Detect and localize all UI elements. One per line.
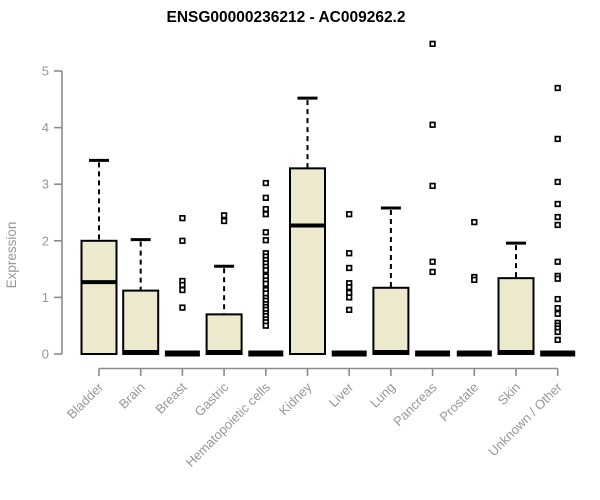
outlier-liver: [346, 284, 353, 291]
box-kidney: [289, 167, 326, 355]
outlier-pancreas: [429, 258, 436, 265]
outlier-unknown-other: [554, 328, 561, 336]
outlier-pancreas: [429, 40, 436, 47]
outlier-gastric: [220, 212, 228, 219]
outlier-breast: [179, 281, 186, 289]
box-collapsed-breast: [164, 350, 200, 357]
outlier-breast: [179, 304, 186, 311]
box-brain: [122, 289, 160, 355]
outlier-pancreas: [429, 182, 436, 190]
outlier-breast: [179, 215, 186, 222]
outlier-breast: [179, 237, 186, 244]
outlier-prostate: [471, 218, 478, 226]
y-tick-label: 0: [42, 347, 49, 362]
outlier-liver: [346, 211, 353, 218]
outlier-unknown-other: [554, 310, 561, 317]
outlier-unknown-other: [554, 213, 561, 221]
outlier-unknown-other: [554, 336, 561, 343]
box-skin: [497, 277, 535, 356]
outlier-liver: [346, 264, 353, 272]
outlier-hematopoietic-cells: [262, 237, 269, 244]
x-tick-label: Unknown / Other: [485, 379, 565, 459]
outlier-hematopoietic-cells: [262, 194, 269, 201]
box-collapsed-prostate: [456, 350, 492, 357]
y-tick-label: 2: [42, 233, 49, 248]
chart-title: ENSG00000236212 - AC009262.2: [167, 9, 406, 26]
box-collapsed-unknown-other: [540, 350, 576, 357]
outlier-hematopoietic-cells: [262, 205, 269, 213]
x-tick-label: Brain: [116, 380, 148, 412]
outlier-liver: [346, 306, 353, 314]
x-tick-label: Liver: [326, 379, 357, 410]
outlier-hematopoietic-cells: [262, 179, 269, 187]
outlier-breast: [179, 286, 186, 294]
outlier-liver: [346, 294, 353, 301]
x-tick-label: Prostate: [437, 380, 482, 425]
outlier-unknown-other: [554, 84, 561, 92]
x-tick-label: Bladder: [64, 379, 107, 422]
outlier-unknown-other: [554, 305, 561, 312]
outlier-hematopoietic-cells: [262, 211, 269, 218]
outlier-unknown-other: [554, 178, 561, 186]
outlier-unknown-other: [554, 135, 561, 143]
box-collapsed-liver: [331, 350, 367, 357]
box-bladder: [80, 239, 118, 355]
outlier-hematopoietic-cells: [262, 322, 269, 329]
box-lung: [372, 286, 410, 356]
x-tick-label: Breast: [152, 379, 189, 416]
x-tick-label: Gastric: [192, 379, 232, 419]
y-tick-label: 3: [42, 177, 49, 192]
x-tick-label: Kidney: [276, 379, 315, 418]
y-tick-label: 1: [42, 290, 49, 305]
outlier-pancreas: [429, 268, 436, 276]
outlier-unknown-other: [554, 275, 561, 282]
outlier-prostate: [471, 276, 478, 284]
x-tick-label: Pancreas: [390, 379, 440, 429]
outlier-hematopoietic-cells: [262, 280, 269, 287]
y-tick-label: 4: [42, 120, 49, 135]
outlier-hematopoietic-cells: [262, 229, 269, 236]
outlier-unknown-other: [554, 295, 561, 303]
y-axis-title: Expression: [4, 222, 19, 289]
outlier-unknown-other: [554, 200, 561, 208]
outlier-gastric: [220, 217, 228, 225]
box-collapsed-pancreas: [415, 350, 451, 357]
x-tick-label: Skin: [495, 380, 523, 408]
outlier-unknown-other: [554, 221, 561, 229]
outlier-unknown-other: [554, 258, 561, 265]
box-gastric: [205, 313, 243, 356]
outlier-liver: [346, 250, 353, 257]
box-collapsed-hematopoietic-cells: [248, 350, 284, 357]
x-tick-label: Lung: [367, 380, 398, 411]
outlier-hematopoietic-cells: [262, 267, 269, 274]
y-tick-label: 5: [42, 64, 49, 79]
outlier-pancreas: [429, 121, 436, 128]
